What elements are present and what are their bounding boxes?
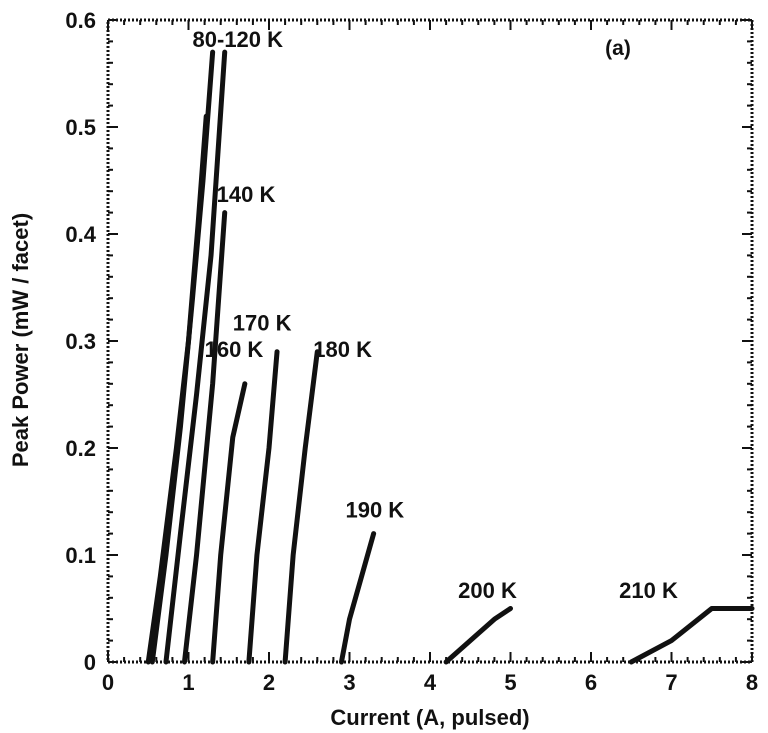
y-tick-label: 0.1 [65,543,96,568]
series-label: 190 K [345,498,404,523]
series-line [628,606,755,665]
series-line [163,49,228,665]
x-tick-label: 2 [263,670,275,695]
y-tick-label: 0.2 [65,436,96,461]
y-tick-label: 0 [84,650,96,675]
series-label: 160 K [205,337,264,362]
series-lines [145,49,755,665]
series-line [210,381,248,665]
y-tick-label: 0.3 [65,329,96,354]
x-tick-label: 7 [665,670,677,695]
series-line [145,113,209,665]
series-line [338,531,377,665]
x-tick-label: 3 [343,670,355,695]
x-tick-label: 0 [102,670,114,695]
series-line [443,606,513,665]
y-tick-label: 0.5 [65,115,96,140]
series-line [181,210,228,665]
series-label: 170 K [233,310,292,335]
y-axis-label: Peak Power (mW / facet) [8,213,33,467]
x-tick-label: 1 [182,670,194,695]
series-line [246,349,280,665]
x-tick-label: 4 [424,670,437,695]
y-tick-label: 0.6 [65,8,96,33]
x-tick-label: 6 [585,670,597,695]
series-label: 80-120 K [193,27,284,52]
y-tick-label: 0.4 [65,222,96,247]
x-axis-label: Current (A, pulsed) [330,705,529,730]
series-label: 210 K [619,578,678,603]
axis-ticks: 0 1 2 3 4 5 6 7 8 0 0.1 0.2 0.3 0.4 0.5 0.6 [65,8,758,695]
x-tick-label: 5 [504,670,516,695]
series-line [282,349,320,665]
series-label: 180 K [313,337,372,362]
panel-label: (a) [605,37,631,60]
series-label: 200 K [458,578,517,603]
x-tick-label: 8 [746,670,758,695]
series-label: 140 K [217,182,276,207]
